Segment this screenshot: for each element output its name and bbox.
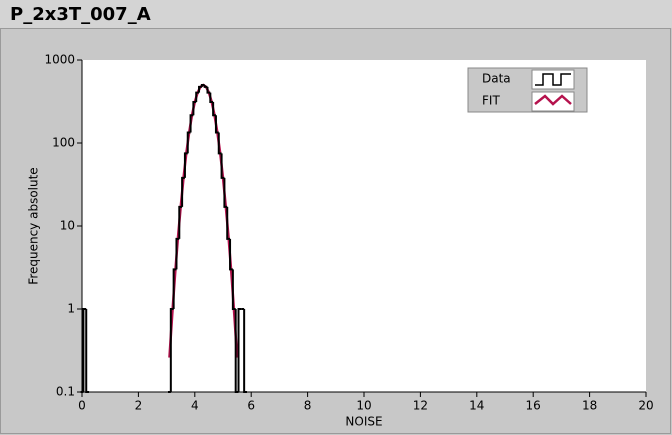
data-step — [175, 237, 180, 270]
data-step — [212, 101, 216, 117]
x-tick-label: 4 — [191, 399, 199, 413]
legend-icon — [534, 94, 572, 106]
y-axis-label: Frequency absolute — [27, 167, 41, 284]
x-axis-label: NOISE — [345, 415, 382, 429]
legend-icon — [535, 73, 571, 86]
x-tick-label: 20 — [638, 399, 653, 413]
y-tick-label: 100 — [52, 136, 75, 150]
x-tick-label: 0 — [78, 399, 86, 413]
data-step — [183, 152, 188, 178]
legend-label: FIT — [482, 94, 500, 108]
x-tick-label: 6 — [247, 399, 255, 413]
chart-title: P_2x3T_007_A — [10, 4, 151, 25]
x-tick-label: 14 — [469, 399, 484, 413]
x-tick-label: 16 — [526, 399, 541, 413]
x-tick-label: 12 — [413, 399, 428, 413]
x-tick-label: 8 — [304, 399, 312, 413]
data-step — [172, 268, 177, 309]
x-tick-label: 10 — [356, 399, 371, 413]
data-step — [214, 115, 219, 134]
y-tick-label: 0.1 — [56, 385, 75, 399]
y-tick-label: 1000 — [44, 53, 75, 67]
y-tick-label: 1 — [67, 302, 75, 316]
title-bar — [0, 0, 672, 28]
data-step — [243, 309, 247, 393]
data-step — [85, 309, 90, 393]
data-step — [237, 308, 242, 392]
data-step — [206, 86, 211, 94]
data-step — [178, 205, 183, 239]
plot-area — [82, 60, 646, 392]
data-step — [209, 92, 214, 103]
legend-label: Data — [482, 72, 511, 86]
data-step — [181, 176, 185, 207]
x-tick-label: 18 — [582, 399, 597, 413]
x-tick-label: 2 — [135, 399, 143, 413]
y-tick-label: 10 — [60, 219, 75, 233]
